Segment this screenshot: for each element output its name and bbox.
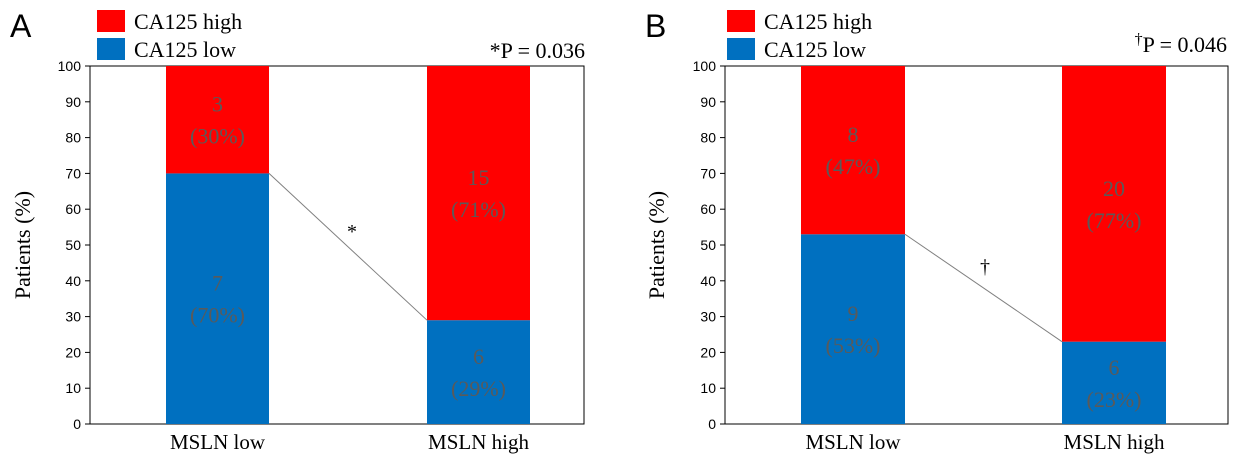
y-tick-label: 40	[700, 273, 716, 289]
p-value-symbol: †	[1135, 31, 1143, 48]
data-label-count: 6	[473, 344, 484, 369]
x-tick-label: MSLN high	[428, 430, 529, 454]
data-label-percent: (23%)	[1087, 387, 1142, 412]
legend-label-low: CA125 low	[764, 37, 866, 62]
bars: 8 (47%) 9 (53%) MSLN low 20 (77%) 6 (23%) MSLN hi…	[801, 66, 1166, 454]
y-axis-title: Patients (%)	[644, 191, 669, 299]
connector-line	[268, 173, 428, 321]
bar-segment-ca125-high	[427, 66, 530, 321]
data-label-count: 20	[1103, 176, 1125, 201]
bar-segment-ca125-low	[801, 234, 905, 424]
y-tick-label: 70	[700, 165, 716, 181]
bar-segment-ca125-low	[1062, 341, 1166, 424]
y-tick-label: 80	[65, 130, 81, 146]
p-value: *P = 0.036	[490, 38, 585, 63]
y-axis-title: Patients (%)	[10, 191, 35, 299]
y-tick-label: 20	[700, 344, 716, 360]
data-label-percent: (71%)	[451, 197, 506, 222]
y-tick-label: 10	[700, 380, 716, 396]
p-value-symbol: *	[490, 38, 501, 63]
data-label-percent: (53%)	[826, 333, 881, 358]
connector-line	[904, 233, 1063, 343]
x-tick-label: MSLN high	[1064, 430, 1165, 454]
bar-segment-ca125-high	[801, 66, 905, 235]
y-tick-label: 100	[693, 58, 717, 74]
y-tick-label: 90	[65, 94, 81, 110]
bar-segment-ca125-low	[166, 173, 269, 424]
y-axis: 0 10 20 30 40 50 60 70 80 90 100	[58, 58, 90, 432]
p-value-text: P = 0.036	[501, 38, 585, 63]
y-tick-label: 70	[65, 165, 81, 181]
panel-label: A	[10, 8, 32, 44]
y-tick-label: 60	[700, 201, 716, 217]
y-tick-label: 0	[708, 416, 716, 432]
y-axis: 0 10 20 30 40 50 60 70 80 90 100	[693, 58, 725, 432]
bar-segment-ca125-high	[166, 66, 269, 174]
data-label-percent: (77%)	[1087, 208, 1142, 233]
y-tick-label: 50	[700, 237, 716, 253]
data-label-count: 15	[468, 165, 490, 190]
data-label-count: 3	[212, 92, 223, 117]
p-value-text: P = 0.046	[1143, 32, 1227, 57]
bars: 3 (30%) 7 (70%) MSLN low 15 (71%) 6 (29%) MSLN hi…	[166, 66, 530, 454]
y-tick-label: 60	[65, 201, 81, 217]
y-tick-label: 10	[65, 380, 81, 396]
data-label-percent: (30%)	[190, 124, 245, 149]
y-tick-label: 90	[700, 94, 716, 110]
y-tick-label: 100	[58, 58, 82, 74]
significance-mark: *	[347, 221, 357, 243]
legend-swatch-high	[97, 10, 125, 32]
data-label-percent: (29%)	[451, 376, 506, 401]
y-tick-label: 0	[73, 416, 81, 432]
y-tick-label: 40	[65, 273, 81, 289]
y-tick-label: 30	[700, 309, 716, 325]
legend-swatch-low	[97, 38, 125, 60]
panel-a: A CA125 high CA125 low *P = 0.036 010203…	[10, 8, 585, 454]
data-label-count: 7	[212, 271, 223, 296]
data-label-count: 9	[848, 301, 859, 326]
y-tick-label: 20	[65, 344, 81, 360]
legend-swatch-high	[727, 10, 755, 32]
y-tick-label: 50	[65, 237, 81, 253]
data-label-count: 8	[848, 122, 859, 147]
legend-label-high: CA125 high	[134, 9, 242, 34]
y-tick-label: 30	[65, 309, 81, 325]
data-label-percent: (47%)	[826, 154, 881, 179]
data-label-percent: (70%)	[190, 303, 245, 328]
legend-swatch-low	[727, 38, 755, 60]
p-value: †P = 0.046	[1135, 31, 1227, 57]
legend-label-high: CA125 high	[764, 9, 872, 34]
bar-segment-ca125-high	[1062, 66, 1166, 342]
significance-mark: †	[980, 256, 990, 278]
y-tick-label: 80	[700, 130, 716, 146]
x-tick-label: MSLN low	[805, 430, 901, 454]
data-label-count: 6	[1109, 355, 1120, 380]
bar-segment-ca125-low	[427, 320, 530, 424]
x-tick-label: MSLN low	[170, 430, 266, 454]
panel-b: B CA125 high CA125 low †P = 0.046 010203…	[644, 8, 1229, 454]
panel-label: B	[645, 8, 666, 44]
legend-label-low: CA125 low	[134, 37, 236, 62]
